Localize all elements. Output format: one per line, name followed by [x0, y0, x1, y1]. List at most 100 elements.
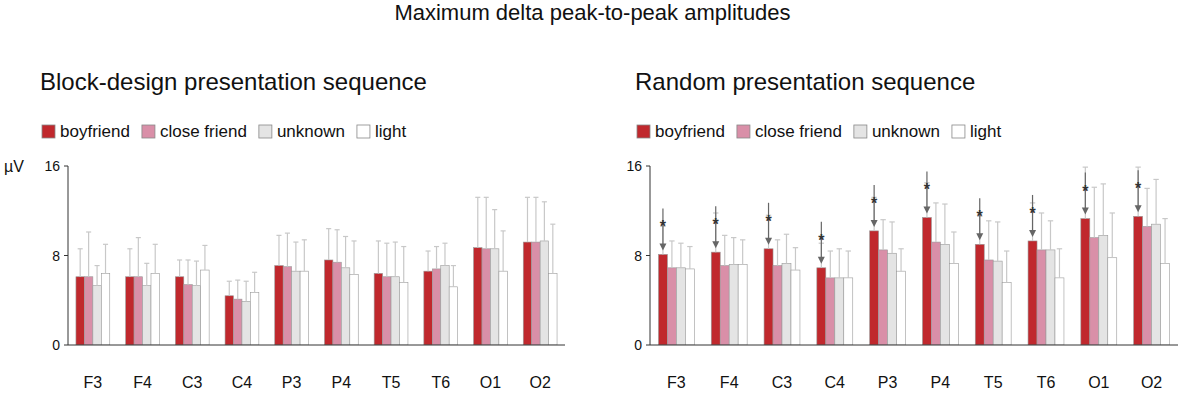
bar [667, 268, 676, 345]
error-cap [302, 239, 307, 240]
error-cap [533, 197, 538, 198]
legend-label: boyfriend [655, 122, 725, 141]
y-tick-label: 0 [634, 337, 642, 353]
bar [897, 271, 906, 345]
bar [975, 244, 984, 345]
error-line [138, 238, 139, 277]
legend-label: close friend [160, 122, 247, 141]
bar [1152, 224, 1161, 345]
error-line [944, 204, 945, 244]
error-bar [384, 243, 389, 277]
error-line [444, 243, 445, 265]
x-axis [650, 345, 1178, 346]
y-tick [646, 255, 650, 256]
bar [791, 270, 800, 345]
y-tick [64, 166, 68, 167]
error-cap [525, 197, 530, 198]
error-bar [302, 240, 307, 271]
error-line [187, 260, 188, 285]
bar [499, 271, 507, 345]
bar [773, 266, 782, 345]
error-cap [1101, 183, 1106, 184]
bar [676, 268, 685, 345]
error-bar [1162, 219, 1167, 264]
error-cap [880, 219, 885, 220]
bar [242, 301, 250, 345]
bar [341, 268, 349, 345]
error-cap [501, 230, 506, 231]
x-tick-label: C3 [772, 374, 793, 391]
error-bar [401, 247, 406, 283]
bar [523, 242, 531, 345]
bar [399, 282, 407, 345]
bar [93, 286, 101, 345]
error-line [477, 197, 478, 247]
bar [1143, 226, 1152, 345]
error-line [337, 230, 338, 262]
y-tick-label: 8 [52, 248, 60, 264]
error-line [1041, 213, 1042, 250]
error-cap [194, 260, 199, 261]
x-tick-label: C3 [182, 374, 203, 391]
error-bar [889, 222, 894, 253]
annotation-arrowhead [712, 241, 719, 248]
error-bar [202, 245, 207, 270]
error-line [146, 263, 147, 285]
error-line [786, 234, 787, 263]
bar [1099, 235, 1108, 345]
error-bar [451, 266, 456, 287]
error-line [494, 210, 495, 249]
legend-swatch [357, 125, 370, 138]
error-bar [78, 249, 83, 277]
x-tick-label: T6 [431, 374, 450, 391]
error-line [1050, 221, 1051, 250]
error-line [544, 202, 545, 241]
error-bar [722, 235, 727, 265]
error-cap [252, 272, 257, 273]
error-line [345, 236, 346, 267]
annotation: * [977, 208, 984, 225]
y-axis [650, 166, 651, 345]
error-bar [1144, 188, 1149, 226]
annotation: * [1082, 183, 1089, 200]
bar [993, 261, 1002, 345]
error-cap [1057, 248, 1062, 249]
error-cap [127, 248, 132, 249]
annotation: * [924, 181, 931, 198]
error-bar [669, 241, 674, 268]
error-line [395, 242, 396, 277]
error-bar [376, 241, 381, 273]
bar [835, 278, 844, 345]
x-tick-label: T5 [984, 374, 1003, 391]
bar [1081, 219, 1090, 345]
error-cap [1110, 212, 1115, 213]
error-cap [1162, 218, 1167, 219]
error-line [105, 244, 106, 273]
error-bar [828, 251, 833, 278]
error-bar [393, 242, 398, 277]
error-line [689, 247, 690, 269]
bar [738, 264, 747, 345]
error-cap [95, 265, 100, 266]
error-bar [784, 234, 789, 263]
error-line [535, 197, 536, 242]
error-cap [401, 246, 406, 247]
x-tick-label: O2 [529, 374, 550, 391]
error-bar [177, 260, 182, 277]
error-line [777, 240, 778, 266]
error-bar [492, 210, 497, 249]
x-tick-label: T6 [1037, 374, 1056, 391]
bar [949, 263, 958, 345]
annotation-arrowhead [765, 238, 772, 245]
error-cap [889, 221, 894, 222]
x-tick-label: C4 [232, 374, 253, 391]
bar [184, 285, 192, 345]
error-cap [1004, 250, 1009, 251]
error-cap [740, 239, 745, 240]
annotation: * [660, 218, 667, 235]
bar [76, 277, 84, 345]
error-cap [951, 231, 956, 232]
legend-label: light [375, 122, 406, 141]
error-cap [828, 250, 833, 251]
error-cap [185, 259, 190, 260]
